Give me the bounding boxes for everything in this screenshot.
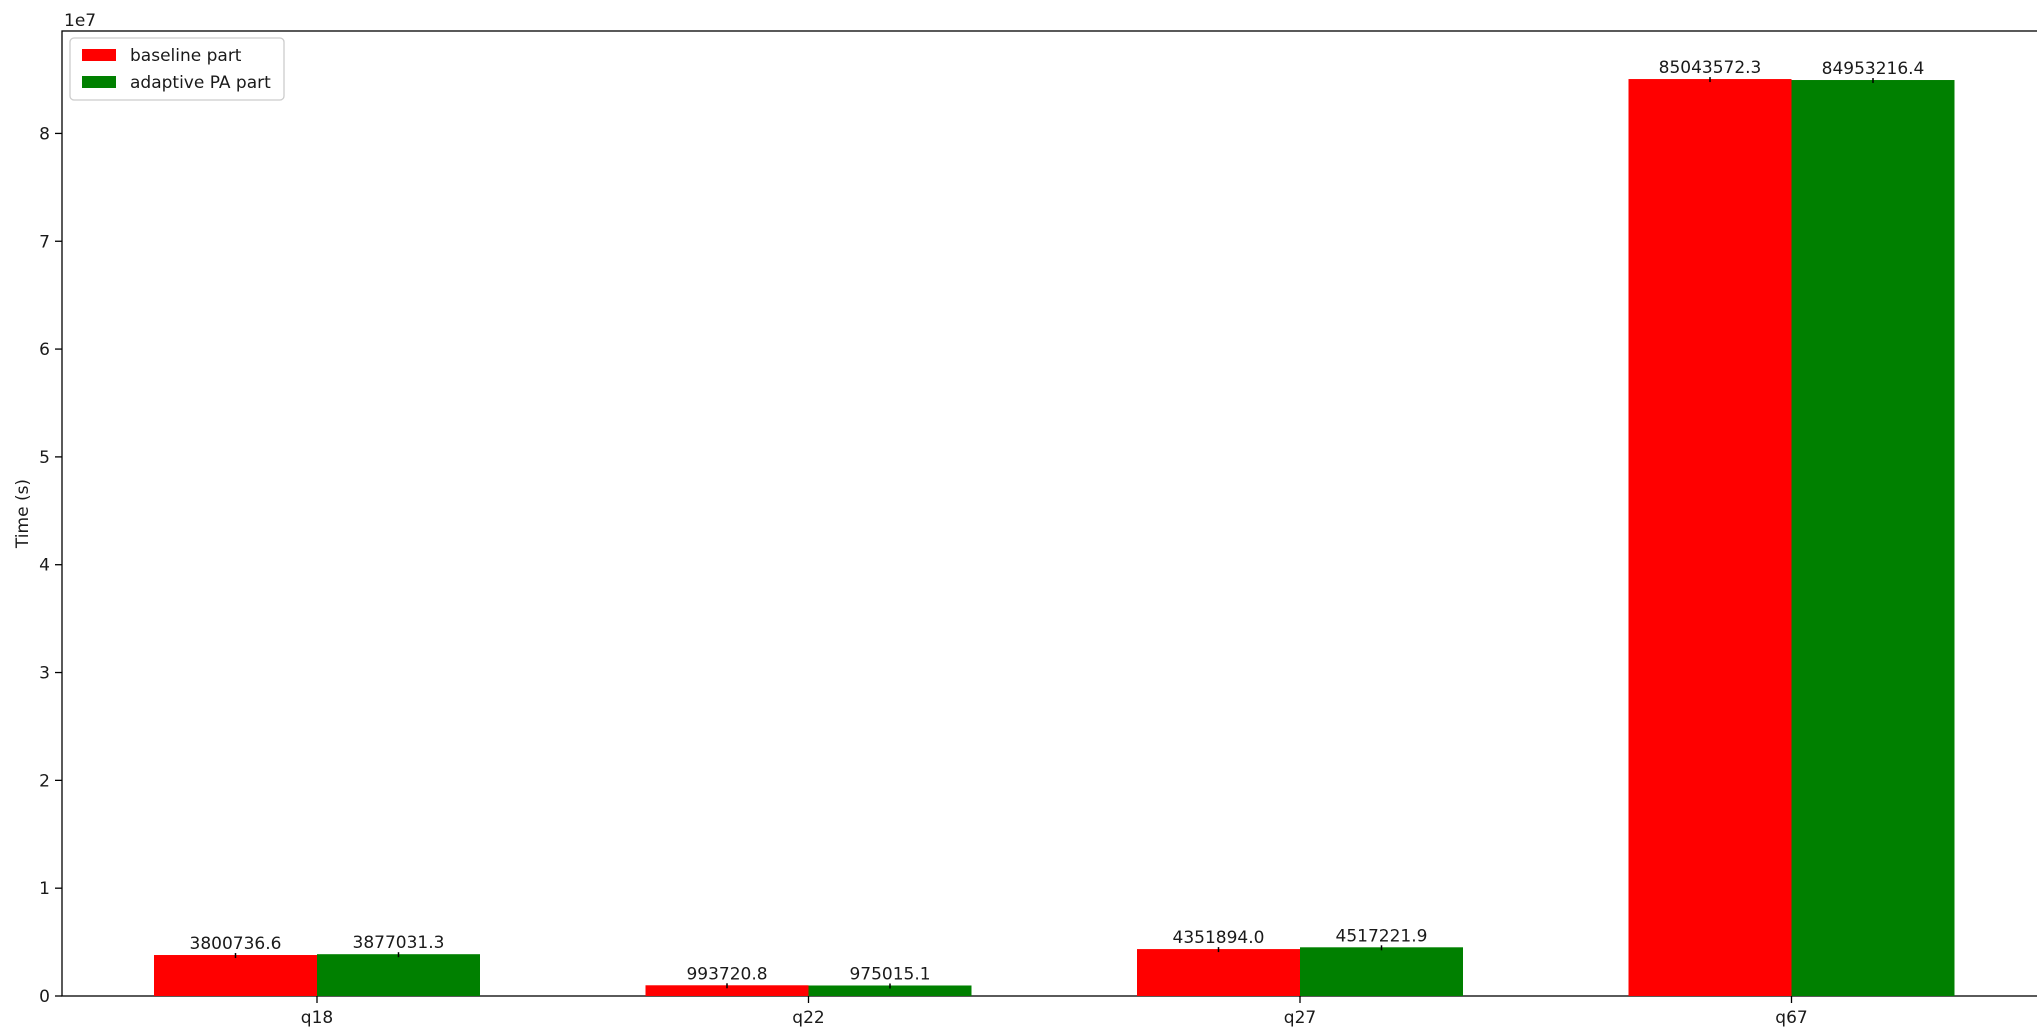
plot-area: 3800736.6 993720.8 4351894.0 85043572.3 3877… [61,30,2037,997]
y-axis-label: Time (s) [13,479,33,549]
bar-value-label: 85043572.3 [1659,58,1762,78]
bar-value-label: 3877031.3 [353,933,445,953]
bar-value-label: 975015.1 [849,964,930,984]
bar-adaptive-q27 [1300,947,1463,996]
bar-adaptive-q18 [317,954,480,996]
y-tick-label: 8 [39,124,50,144]
y-tick-label: 6 [39,340,50,360]
y-tick-label: 3 [39,664,50,684]
x-tick-label: q27 [1284,1008,1316,1028]
y-tick-label: 0 [39,987,50,1007]
bar-value-label: 4517221.9 [1336,926,1428,946]
bar-adaptive-q67 [1791,80,1955,996]
bar-value-label: 4351894.0 [1173,928,1265,948]
bar-value-label: 84953216.4 [1822,59,1925,79]
bar-baseline-q67 [1628,79,1792,997]
bar-baseline-q27 [1137,949,1300,996]
legend-swatch-adaptive [82,76,116,88]
legend-label-adaptive: adaptive PA part [130,73,271,93]
bar-baseline-q18 [154,955,317,996]
y-tick-label: 1 [39,879,50,899]
bar-baseline-q22 [645,985,809,996]
x-tick-label: q18 [301,1008,333,1028]
x-tick-label: q67 [1775,1008,1807,1028]
y-tick-label: 2 [39,771,50,791]
bar-value-labels: 3800736.6 993720.8 4351894.0 85043572.3 3877… [190,58,1925,984]
legend-swatch-baseline [82,49,116,61]
x-tick-label: q22 [792,1008,824,1028]
bar-adaptive-q22 [808,985,972,996]
bar-value-label: 993720.8 [686,964,767,984]
y-tick-label: 5 [39,448,50,468]
legend-label-baseline: baseline part [130,46,242,66]
bar-value-label: 3800736.6 [190,934,282,954]
y-axis: 0 1 2 3 4 5 6 7 8 [39,124,62,1007]
legend-box [69,37,285,101]
bars [154,77,1955,997]
y-tick-label: 7 [39,232,50,252]
x-axis: q18 q22 q27 q67 [301,996,1808,1028]
y-axis-offset-label: 1e7 [64,11,96,31]
legend: baseline part adaptive PA part [69,37,285,101]
plot-frame [61,30,2037,997]
y-tick-label: 4 [39,556,50,576]
